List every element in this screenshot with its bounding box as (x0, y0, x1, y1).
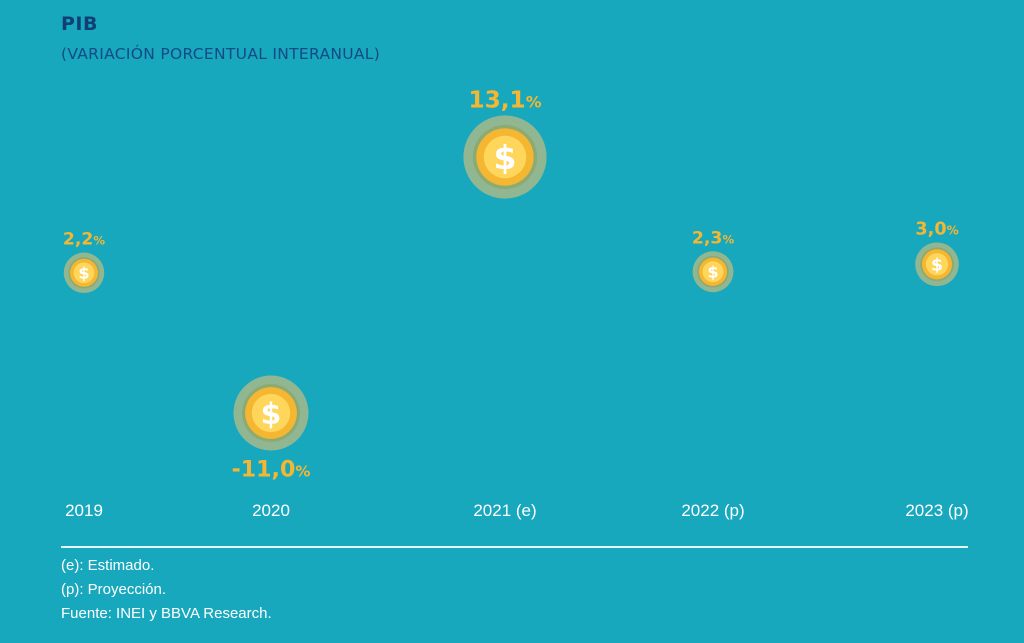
value-unit: % (947, 223, 959, 237)
coin-inner (702, 261, 724, 283)
value-label: 13,1% (468, 86, 541, 113)
coin-dollar-icon: $ (931, 256, 943, 276)
coin-marker-2019: $ (63, 252, 105, 294)
category-label: 2022 (p) (681, 501, 744, 520)
category-label: 2023 (p) (905, 501, 968, 520)
note-source: Fuente: INEI y BBVA Research. (61, 605, 272, 622)
footnotes: (e): Estimado. (p): Proyección. Fuente: … (61, 554, 272, 626)
category-label: 2021 (e) (473, 501, 536, 520)
value-unit: % (295, 463, 310, 481)
coin-marker-2022: $ (692, 251, 734, 293)
coin-inner (73, 262, 95, 284)
coin-marker-2020: $ (233, 375, 309, 451)
chart-title: PIB (61, 13, 98, 35)
value-unit: % (93, 234, 105, 248)
category-label: 2019 (65, 501, 103, 520)
value-label: 2,2% (63, 230, 105, 250)
value-label: -11,0% (232, 457, 311, 483)
coin-dollar-icon: $ (78, 264, 89, 283)
coin-dollar-icon: $ (494, 138, 517, 177)
coin-marker-2021: $ (463, 115, 547, 199)
gdp-coin-chart: $2,2% 2019 $ -11,0% 2020 $13,1% 2021 (e) $2,3% 2… (63, 86, 969, 520)
coin-marker-2023: $ (915, 242, 959, 287)
value-unit: % (526, 92, 542, 111)
category-label: 2020 (252, 501, 290, 520)
coin-inner (251, 393, 291, 433)
value-label: 2,3% (692, 228, 735, 248)
note-projection: (p): Proyección. (61, 581, 167, 598)
coin-inner (483, 135, 527, 179)
coin-inner (925, 253, 949, 276)
footer-divider (61, 546, 968, 548)
value-label: 3,0% (915, 219, 958, 239)
coin-dollar-icon: $ (261, 397, 282, 432)
chart-subtitle: (VARIACIÓN PORCENTUAL INTERANUAL) (61, 45, 381, 63)
coin-dollar-icon: $ (707, 263, 718, 282)
note-estimated: (e): Estimado. (61, 557, 155, 574)
value-unit: % (722, 232, 734, 246)
